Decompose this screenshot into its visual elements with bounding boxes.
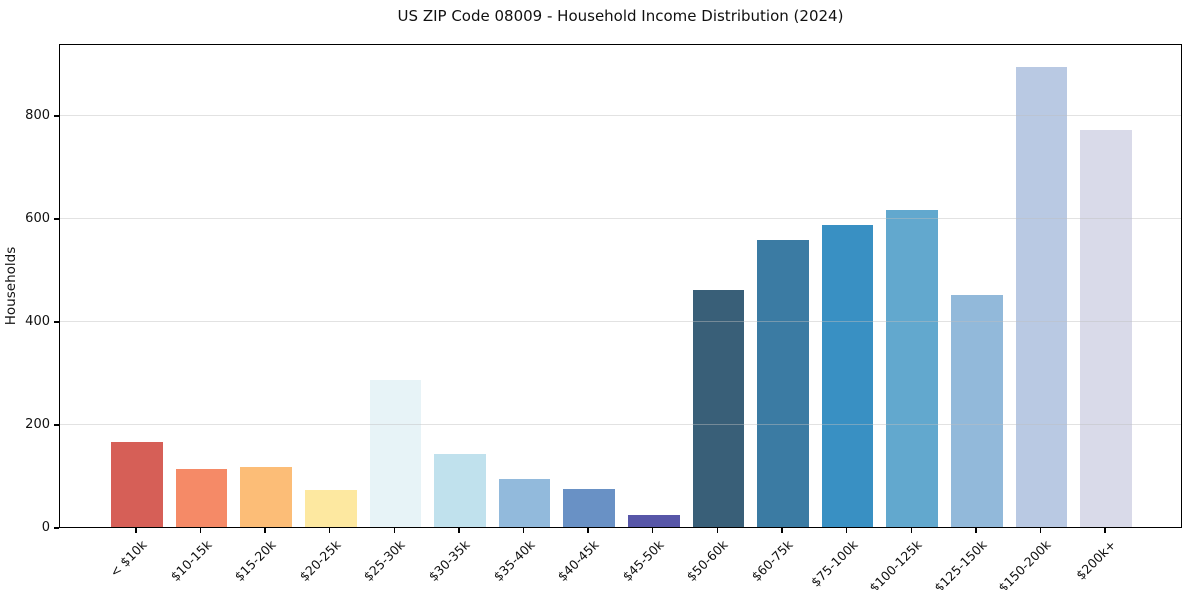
x-tick-label: $25-30k (360, 537, 408, 585)
bar (757, 239, 809, 527)
x-tick-label: $75-100k (807, 537, 861, 590)
x-tick-label: $20-25k (296, 537, 344, 585)
y-tick-mark (54, 527, 59, 529)
y-tick-mark (54, 218, 59, 220)
y-tick-label: 0 (41, 520, 50, 535)
x-tick-label: $100-125k (866, 537, 925, 590)
bar (821, 225, 874, 527)
x-tick-mark (845, 528, 848, 533)
x-tick-label: $10-15k (167, 537, 215, 585)
bar (1015, 67, 1068, 527)
gridline (60, 320, 1181, 322)
x-tick-mark (264, 528, 266, 533)
x-tick-mark (522, 528, 525, 533)
y-tick-mark (54, 115, 59, 117)
x-tick-label: $40-45k (554, 537, 602, 585)
x-tick-label: $45-50k (619, 537, 667, 585)
x-tick-mark (781, 528, 783, 533)
x-tick-mark (199, 528, 202, 533)
gridline (60, 114, 1181, 116)
x-tick-label: $200k+ (1073, 537, 1119, 583)
y-tick-label: 600 (25, 211, 50, 227)
bar (434, 453, 486, 527)
gridline (60, 217, 1181, 219)
bar (1080, 129, 1132, 527)
bar (240, 466, 292, 527)
x-tick-mark (716, 528, 719, 533)
y-tick-label: 400 (25, 314, 50, 330)
bar (369, 380, 422, 527)
x-tick-mark (329, 528, 331, 533)
plot-area (59, 44, 1182, 528)
bar (627, 514, 680, 527)
bar (951, 295, 1003, 527)
x-tick-mark (135, 528, 137, 533)
x-tick-label: $150-200k (995, 537, 1055, 590)
x-tick-label: $15-20k (231, 537, 279, 585)
x-tick-label: $30-35k (425, 537, 473, 585)
x-tick-label: $50-60k (683, 537, 732, 585)
x-tick-label: < $10k (106, 537, 150, 580)
y-tick-mark (54, 424, 59, 426)
x-tick-mark (587, 528, 589, 533)
y-tick-label: 800 (25, 108, 50, 124)
bar (886, 210, 939, 527)
gridline (60, 423, 1181, 425)
x-tick-label: $125-150k (931, 537, 990, 590)
x-tick-mark (458, 528, 460, 533)
x-tick-mark (652, 528, 654, 533)
bar (692, 290, 745, 527)
x-tick-mark (1039, 528, 1042, 533)
bar (175, 468, 228, 527)
y-tick-mark (54, 321, 59, 323)
x-tick-label: $35-40k (490, 537, 538, 585)
bar (304, 489, 357, 527)
chart-title: US ZIP Code 08009 - Household Income Dis… (397, 7, 844, 25)
x-tick-label: $60-75k (748, 537, 796, 585)
x-tick-mark (393, 528, 396, 533)
y-tick-label: 200 (25, 417, 50, 433)
bar (111, 442, 163, 527)
bar (563, 488, 616, 527)
bar (498, 479, 551, 527)
x-tick-mark (1104, 528, 1106, 533)
x-tick-mark (910, 528, 912, 533)
x-tick-mark (975, 528, 977, 533)
